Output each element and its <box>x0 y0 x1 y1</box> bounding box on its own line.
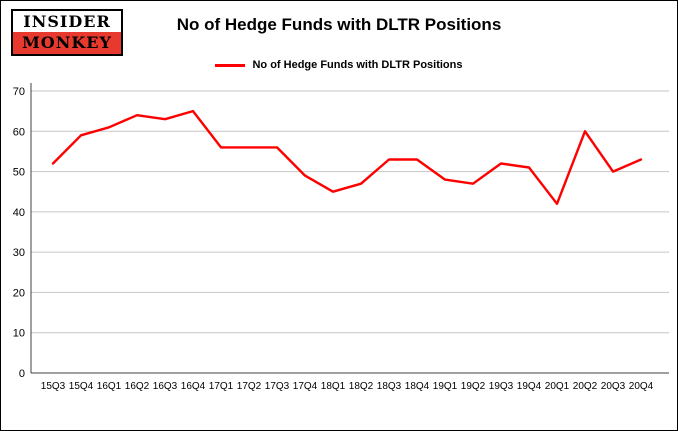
y-tick-label: 30 <box>13 247 25 259</box>
y-tick-label: 40 <box>13 207 25 219</box>
x-tick-label: 15Q3 <box>41 381 66 392</box>
y-tick-label: 60 <box>13 126 25 138</box>
y-tick-label: 10 <box>13 328 25 340</box>
series-line <box>51 109 643 206</box>
y-tick-label: 0 <box>19 368 25 380</box>
x-tick-label: 16Q2 <box>125 381 150 392</box>
x-tick-label: 17Q3 <box>265 381 290 392</box>
x-tick-label: 18Q1 <box>321 381 346 392</box>
x-tick-label: 18Q2 <box>349 381 374 392</box>
logo-text-monkey: MONKEY <box>13 32 121 54</box>
x-tick-label: 17Q4 <box>293 381 318 392</box>
x-tick-label: 17Q2 <box>237 381 262 392</box>
chart-title: No of Hedge Funds with DLTR Positions <box>176 15 502 34</box>
x-tick-label: 19Q1 <box>433 381 458 392</box>
x-tick-label: 20Q2 <box>573 381 598 392</box>
x-tick-label: 16Q3 <box>153 381 178 392</box>
logo-text-insider: INSIDER <box>13 11 121 32</box>
x-tick-label: 19Q3 <box>489 381 514 392</box>
x-tick-label: 18Q3 <box>377 381 402 392</box>
x-tick-label: 18Q4 <box>405 381 430 392</box>
x-tick-label: 19Q2 <box>461 381 486 392</box>
x-tick-label: 20Q4 <box>629 381 654 392</box>
y-tick-label: 50 <box>13 167 25 179</box>
chart-legend: No of Hedge Funds with DLTR Positions <box>1 59 677 71</box>
x-tick-label: 16Q1 <box>97 381 122 392</box>
y-tick-label: 70 <box>13 86 25 98</box>
x-tick-label: 19Q4 <box>517 381 542 392</box>
x-tick-label: 17Q1 <box>209 381 234 392</box>
legend-label: No of Hedge Funds with DLTR Positions <box>252 59 463 71</box>
x-tick-label: 15Q4 <box>69 381 94 392</box>
y-tick-label: 20 <box>13 287 25 299</box>
insider-monkey-logo: INSIDER MONKEY <box>11 9 123 56</box>
x-tick-label: 20Q3 <box>601 381 626 392</box>
x-tick-label: 16Q4 <box>181 381 206 392</box>
legend-line-swatch <box>215 63 246 67</box>
x-tick-label: 20Q1 <box>545 381 570 392</box>
